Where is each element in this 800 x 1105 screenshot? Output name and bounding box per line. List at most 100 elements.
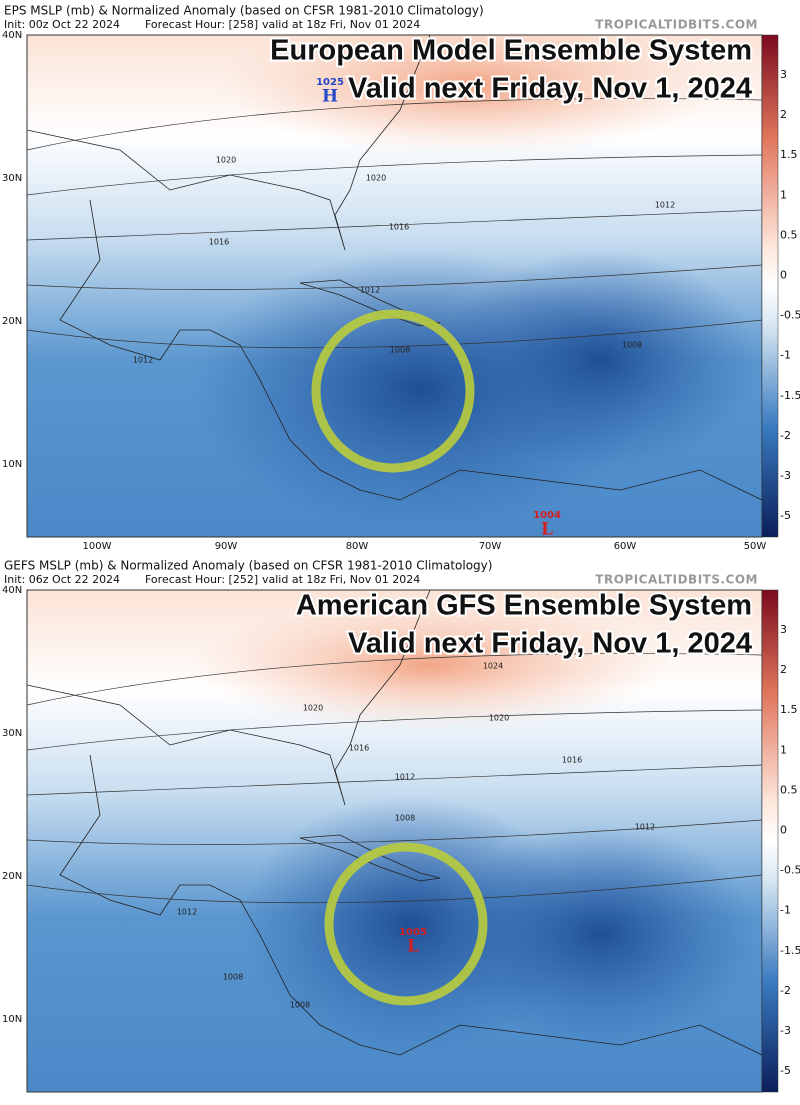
map	[27, 35, 762, 537]
isobar-label: 1012	[655, 201, 675, 210]
coastline	[59, 199, 762, 501]
colorbar-label: 0	[780, 269, 787, 282]
colorbar-label: -0.5	[780, 864, 800, 877]
center-letter: L	[407, 937, 419, 957]
colorbar-label: -1	[780, 349, 791, 362]
high-anomaly	[220, 35, 720, 155]
colorbar-label: 0.5	[780, 228, 798, 241]
high-anomaly	[190, 600, 670, 730]
colorbar-label: -1.5	[780, 389, 800, 402]
colorbar-label: -3	[780, 469, 791, 482]
latitude-label: 40N	[2, 30, 22, 41]
isobar-label: 1020	[303, 704, 323, 713]
isobar	[27, 709, 762, 751]
colorbar-label: -1.5	[780, 944, 800, 957]
isobar-label: 1008	[395, 814, 415, 823]
longitude-label: 60W	[614, 541, 637, 552]
colorbar	[761, 589, 779, 1093]
isobar-label: 1016	[562, 756, 582, 765]
longitude-label: 100W	[83, 541, 112, 552]
isobar-label: 1012	[133, 356, 153, 365]
longitude-label: 50W	[744, 541, 767, 552]
center-pressure: 1025	[316, 77, 344, 88]
colorbar-label: 1.5	[780, 703, 798, 716]
isobar-label: 1024	[483, 662, 503, 671]
center-letter: L	[541, 520, 553, 540]
forecast-hour: Forecast Hour: [252]	[145, 573, 258, 586]
isobar-label: 1012	[360, 286, 380, 295]
cuba	[299, 279, 441, 327]
isobar	[27, 319, 762, 349]
latitude-label: 30N	[2, 173, 22, 184]
highlight-circle	[311, 309, 475, 473]
overlay-title: European Model Ensemble System	[270, 35, 752, 67]
colorbar-label: 3	[780, 68, 787, 81]
isobar-label: 1012	[635, 823, 655, 832]
isobar-label: 1020	[366, 174, 386, 183]
highlight-circle	[324, 842, 488, 1006]
latitude-label: 40N	[2, 585, 22, 596]
eps-panel: EPS MSLP (mb) & Normalized Anomaly (base…	[2, 4, 800, 553]
longitude-label: 80W	[346, 541, 369, 552]
center-pressure: 1005	[399, 927, 427, 938]
isobar	[27, 874, 762, 904]
colorbar-label: -5	[780, 1064, 791, 1077]
coastline	[27, 35, 431, 251]
site-credit: TROPICALTIDBITS.COM	[595, 18, 758, 32]
latitude-label: 20N	[2, 316, 22, 327]
colorbar-label: -0.5	[780, 309, 800, 322]
isobar-label: 1016	[349, 744, 369, 753]
longitude-label: 90W	[215, 541, 238, 552]
latitude-label: 10N	[2, 1014, 22, 1025]
site-credit: TROPICALTIDBITS.COM	[595, 573, 758, 587]
overlay-title: Valid next Friday, Nov 1, 2024	[348, 73, 752, 105]
isobar	[27, 653, 762, 706]
longitude-label: 70W	[479, 541, 502, 552]
latitude-label: 30N	[2, 728, 22, 739]
low-anomaly	[440, 825, 760, 1045]
isobar-label: 1008	[290, 1001, 310, 1010]
overlay-title: Valid next Friday, Nov 1, 2024	[348, 628, 752, 660]
isobar-label: 1008	[390, 346, 410, 355]
valid-time: valid at 18z Fri, Nov 01 2024	[262, 573, 420, 586]
center-pressure: 1004	[533, 510, 561, 521]
colorbar-label: -2	[780, 429, 791, 442]
latitude-label: 20N	[2, 871, 22, 882]
latitude-label: 10N	[2, 459, 22, 470]
center-letter: H	[322, 87, 338, 107]
isobar	[27, 819, 762, 845]
panel-title: EPS MSLP (mb) & Normalized Anomaly (base…	[4, 4, 484, 18]
isobar-label: 1016	[209, 238, 229, 247]
isobar-label: 1008	[622, 341, 642, 350]
isobar-label: 1020	[489, 714, 509, 723]
colorbar-label: -1	[780, 904, 791, 917]
isobar-label: 1020	[216, 156, 236, 165]
panel-title: GEFS MSLP (mb) & Normalized Anomaly (bas…	[4, 559, 492, 573]
isobar	[27, 264, 762, 290]
init-time: Init: 00z Oct 22 2024	[4, 18, 120, 31]
isobar-label: 1012	[395, 773, 415, 782]
colorbar	[761, 34, 779, 538]
gefs-panel: GEFS MSLP (mb) & Normalized Anomaly (bas…	[2, 559, 800, 1093]
overlay-title: American GFS Ensemble System	[296, 590, 752, 622]
valid-time: valid at 18z Fri, Nov 01 2024	[262, 18, 420, 31]
colorbar-label: 2	[780, 108, 787, 121]
forecast-hour: Forecast Hour: [258]	[145, 18, 258, 31]
colorbar-label: -3	[780, 1024, 791, 1037]
coastline	[27, 590, 431, 806]
isobar	[27, 154, 762, 196]
colorbar-label: 0	[780, 824, 787, 837]
isobar-label: 1012	[177, 908, 197, 917]
map	[27, 590, 762, 1092]
coastline	[59, 754, 762, 1056]
colorbar-label: 0.5	[780, 783, 798, 796]
colorbar-label: 3	[780, 623, 787, 636]
colorbar-label: 2	[780, 663, 787, 676]
cuba	[299, 834, 441, 882]
init-time: Init: 06z Oct 22 2024	[4, 573, 120, 586]
low-anomaly	[440, 250, 760, 470]
colorbar-label: -5	[780, 509, 791, 522]
isobar	[27, 98, 762, 151]
colorbar-label: 1	[780, 188, 787, 201]
